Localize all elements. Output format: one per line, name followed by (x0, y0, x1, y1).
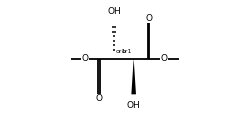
Text: OH: OH (107, 7, 121, 16)
Text: OH: OH (127, 101, 140, 110)
Text: O: O (82, 54, 88, 63)
Text: O: O (145, 14, 152, 23)
Text: O: O (96, 94, 102, 103)
Text: or1: or1 (122, 49, 132, 54)
Text: O: O (160, 54, 167, 63)
Text: or1: or1 (116, 49, 126, 54)
Polygon shape (131, 58, 136, 94)
